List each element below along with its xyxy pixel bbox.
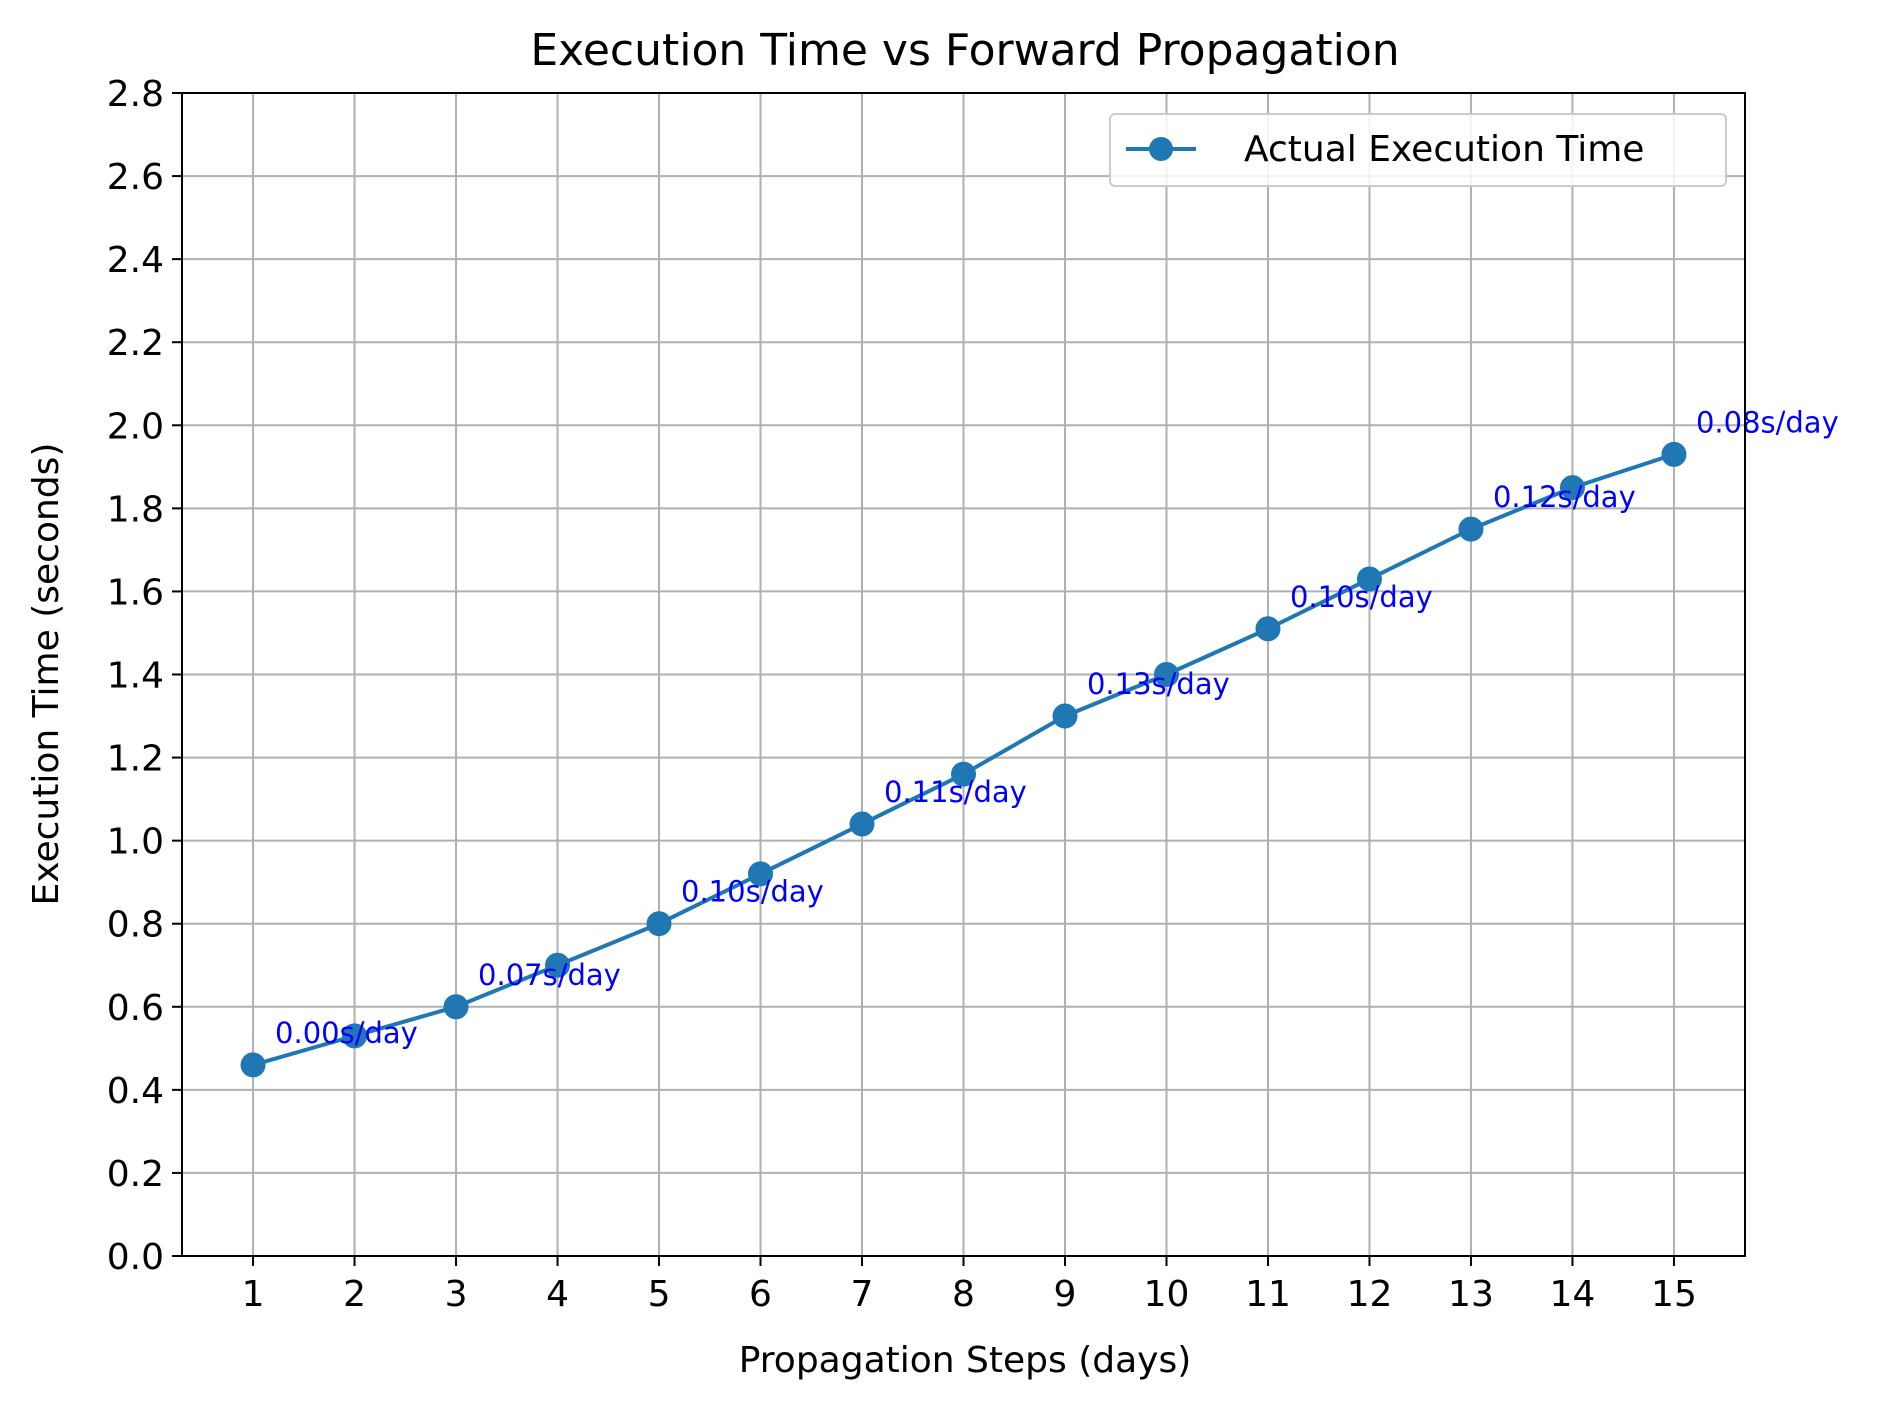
- y-tick-label: 0.0: [107, 1237, 164, 1278]
- rate-annotation: 0.07s/day: [478, 958, 621, 992]
- x-tick-label: 14: [1550, 1274, 1596, 1315]
- x-tick-label: 4: [546, 1274, 569, 1315]
- x-tick-label: 1: [242, 1274, 265, 1315]
- legend-label: Actual Execution Time: [1244, 129, 1644, 170]
- annotation-layer: 0.00s/day 0.07s/day 0.10s/day 0.11s/day 0.13…: [275, 405, 1839, 1050]
- x-tick-label: 2: [343, 1274, 366, 1315]
- rate-annotation: 0.13s/day: [1087, 667, 1230, 701]
- legend-box: [1109, 113, 1727, 187]
- chart-title: Execution Time vs Forward Propagation: [530, 25, 1399, 76]
- data-point: [1559, 475, 1585, 501]
- data-point: [951, 761, 976, 787]
- data-point: [646, 911, 672, 937]
- y-tick-label: 2.4: [107, 240, 164, 281]
- y-tick-label: 2.6: [107, 157, 164, 198]
- x-tick-label: 15: [1651, 1274, 1697, 1315]
- y-tick-label: 2.0: [107, 406, 164, 447]
- data-point: [1661, 441, 1687, 467]
- data-point: [240, 1052, 266, 1078]
- data-point: [748, 861, 774, 887]
- y-tick-label: 0.2: [107, 1154, 164, 1195]
- y-tick-label: 0.8: [107, 905, 164, 946]
- rate-annotation: 0.11s/day: [884, 775, 1027, 809]
- x-tick-label: 13: [1448, 1274, 1494, 1315]
- data-point: [1153, 662, 1179, 687]
- data-point: [1356, 566, 1382, 592]
- x-tick-label: 7: [851, 1274, 874, 1315]
- y-tick-label: 0.6: [107, 988, 164, 1029]
- y-axis-label: Execution Time (seconds): [26, 443, 67, 906]
- x-tick-label: 8: [952, 1274, 975, 1315]
- y-tick-label: 1.4: [107, 656, 164, 697]
- x-tick-label: 12: [1347, 1274, 1393, 1315]
- x-axis-label: Propagation Steps (days): [739, 1340, 1192, 1381]
- rate-annotation: 0.10s/day: [1290, 580, 1433, 614]
- y-tick-label: 1.8: [107, 489, 164, 530]
- y-tick-label: 2.2: [107, 323, 164, 364]
- data-point: [342, 1023, 368, 1049]
- axis-ticks: 1 2 3 4 5 6 7 8 9 10 11 12 13 14 150.00.20.40.60.81.01…: [107, 74, 1697, 1315]
- x-tick-label: 11: [1245, 1274, 1291, 1315]
- data-point: [1255, 616, 1281, 642]
- data-point: [849, 811, 875, 837]
- x-tick-label: 10: [1144, 1274, 1190, 1315]
- y-tick-label: 1.2: [107, 739, 164, 780]
- x-tick-label: 6: [749, 1274, 772, 1315]
- series-layer: [240, 441, 1687, 1078]
- rate-annotation: 0.12s/day: [1493, 480, 1636, 514]
- data-point: [545, 952, 571, 978]
- x-tick-label: 5: [648, 1274, 671, 1315]
- data-point: [1458, 516, 1484, 542]
- data-point: [443, 994, 469, 1020]
- y-tick-label: 1.0: [107, 822, 164, 863]
- rate-annotation: 0.10s/day: [681, 875, 824, 909]
- x-tick-label: 9: [1054, 1274, 1077, 1315]
- legend-marker: [1149, 137, 1173, 161]
- y-tick-label: 1.6: [107, 572, 164, 613]
- y-tick-label: 0.4: [107, 1071, 164, 1112]
- legend: Actual Execution Time: [1109, 113, 1727, 187]
- rate-annotation: 0.00s/day: [275, 1016, 418, 1050]
- rate-annotation: 0.08s/day: [1696, 405, 1839, 439]
- data-point: [1052, 703, 1078, 729]
- x-tick-label: 3: [445, 1274, 468, 1315]
- y-tick-label: 2.8: [107, 74, 164, 115]
